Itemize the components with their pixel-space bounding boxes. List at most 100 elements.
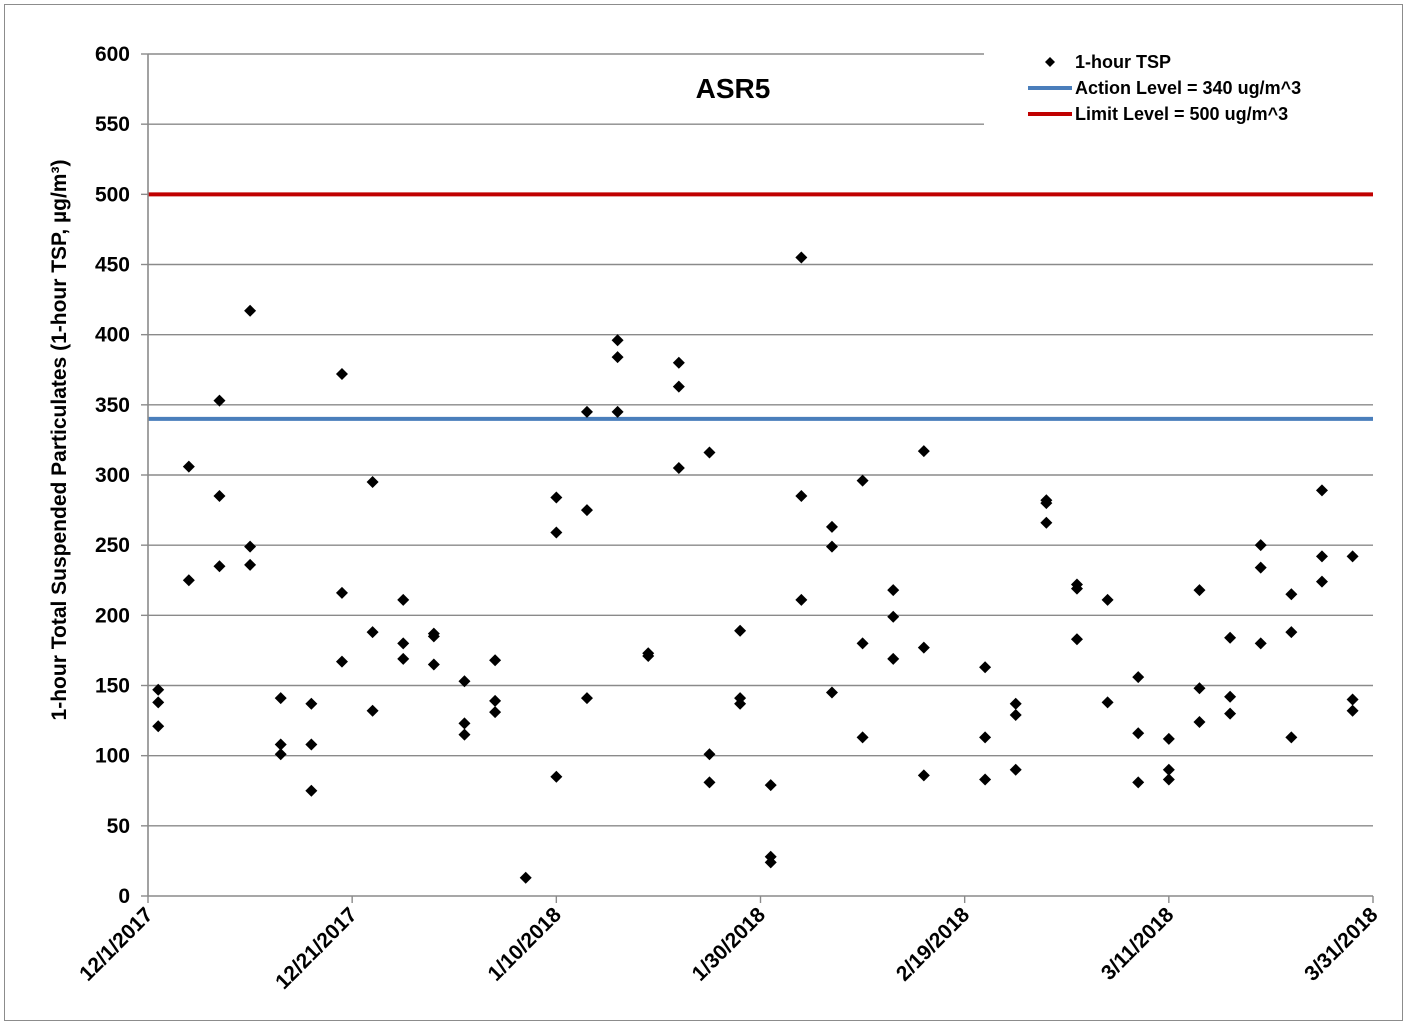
x-tick-label: 3/11/2018 xyxy=(1097,903,1179,985)
data-point xyxy=(1040,516,1053,529)
data-point xyxy=(825,520,838,533)
data-point xyxy=(856,731,869,744)
data-point xyxy=(1070,582,1083,595)
data-point xyxy=(305,784,318,797)
chart-frame xyxy=(4,4,1403,1021)
data-point xyxy=(856,637,869,650)
data-point xyxy=(917,641,930,654)
data-point xyxy=(550,770,563,783)
y-tick-label: 350 xyxy=(95,394,130,417)
data-point xyxy=(1040,497,1053,510)
data-point xyxy=(366,626,379,639)
data-point xyxy=(917,769,930,782)
y-tick-label: 500 xyxy=(95,183,130,206)
data-point xyxy=(795,593,808,606)
data-point xyxy=(335,367,348,380)
data-point xyxy=(366,704,379,717)
data-point xyxy=(1132,671,1145,684)
y-tick-label: 100 xyxy=(95,745,130,768)
data-point xyxy=(1346,550,1359,563)
data-point xyxy=(1193,584,1206,597)
data-point xyxy=(1254,539,1267,552)
data-point xyxy=(427,630,440,643)
data-point xyxy=(1285,731,1298,744)
data-point xyxy=(152,683,165,696)
data-point xyxy=(152,720,165,733)
data-point xyxy=(458,717,471,730)
data-point xyxy=(274,692,287,705)
data-point xyxy=(305,738,318,751)
y-axis-label: 1-hour Total Suspended Particulates (1-h… xyxy=(48,160,71,721)
data-point xyxy=(335,586,348,599)
data-point xyxy=(703,446,716,459)
data-point xyxy=(213,490,226,503)
y-tick-labels: 0 50 100 150 200 250 300 350 400 450 500 550 600 xyxy=(95,43,130,908)
data-point xyxy=(672,461,685,474)
data-point xyxy=(1009,708,1022,721)
data-point xyxy=(1254,561,1267,574)
reference-lines xyxy=(148,192,1373,421)
y-tick-label: 150 xyxy=(95,675,130,698)
gridlines xyxy=(141,53,1373,897)
title-background xyxy=(668,62,808,114)
data-point xyxy=(672,356,685,369)
y-tick-label: 550 xyxy=(95,113,130,136)
axes xyxy=(147,54,1374,903)
data-point xyxy=(458,728,471,741)
data-point xyxy=(305,697,318,710)
data-point xyxy=(856,474,869,487)
data-point xyxy=(1193,682,1206,695)
data-point xyxy=(611,405,624,418)
y-tick-label: 50 xyxy=(107,815,130,838)
data-point xyxy=(1224,631,1237,644)
y-tick-label: 250 xyxy=(95,534,130,557)
data-point xyxy=(152,696,165,709)
legend-label: Action Level = 340 ug/m^3 xyxy=(1075,78,1301,98)
data-point xyxy=(887,584,900,597)
data-point xyxy=(825,540,838,553)
data-point xyxy=(1070,633,1083,646)
data-point xyxy=(244,540,257,553)
legend-label: 1-hour TSP xyxy=(1075,52,1171,72)
data-point xyxy=(1224,690,1237,703)
data-point xyxy=(917,445,930,458)
y-tick-label: 300 xyxy=(95,464,130,487)
data-point xyxy=(519,871,532,884)
data-point xyxy=(1009,697,1022,710)
data-point xyxy=(550,491,563,504)
data-point xyxy=(1315,550,1328,563)
legend-marker xyxy=(1045,57,1055,67)
data-point xyxy=(213,560,226,573)
x-tick-label: 3/31/2018 xyxy=(1300,903,1383,986)
x-tick-label: 12/1/2017 xyxy=(75,903,157,985)
x-tick-label: 1/30/2018 xyxy=(688,903,771,986)
data-point xyxy=(979,661,992,674)
y-tick-label: 450 xyxy=(95,254,130,277)
legend: 1-hour TSP Action Level = 340 ug/m^3 Limit… xyxy=(984,44,1374,130)
y-tick-label: 400 xyxy=(95,324,130,347)
y-tick-label: 200 xyxy=(95,604,130,627)
data-point xyxy=(1162,773,1175,786)
data-point xyxy=(182,460,195,473)
data-point xyxy=(274,738,287,751)
data-point xyxy=(489,654,502,667)
data-point xyxy=(703,776,716,789)
data-point xyxy=(734,697,747,710)
y-tick-label: 600 xyxy=(95,43,130,66)
data-point xyxy=(182,574,195,587)
data-point xyxy=(1132,776,1145,789)
data-point xyxy=(825,686,838,699)
data-point xyxy=(427,658,440,671)
data-point xyxy=(795,490,808,503)
x-tick-label: 1/10/2018 xyxy=(484,903,567,986)
data-point xyxy=(397,652,410,665)
data-point xyxy=(764,779,777,792)
data-point xyxy=(1193,715,1206,728)
data-point xyxy=(611,334,624,347)
data-point xyxy=(887,610,900,623)
data-point xyxy=(580,504,593,517)
x-tick-labels: 12/1/2017 12/21/2017 1/10/2018 1/30/2018 2/1… xyxy=(75,903,1383,994)
data-point xyxy=(887,652,900,665)
legend-label: Limit Level = 500 ug/m^3 xyxy=(1075,104,1288,124)
